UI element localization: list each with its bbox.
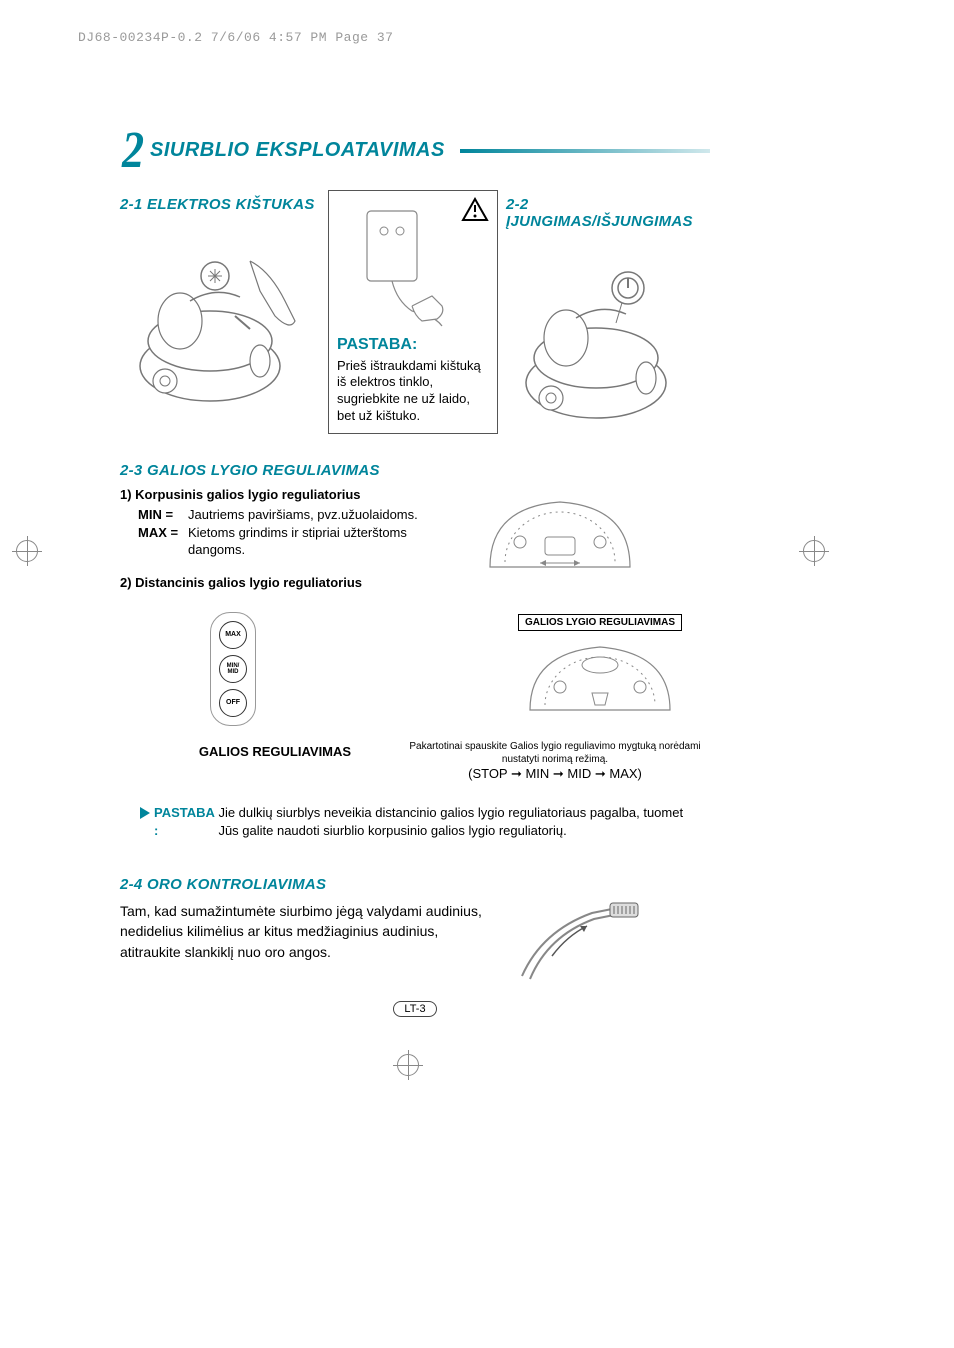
section-2-3-title: 2-3 GALIOS LYGIO REGULIAVIMAS (120, 462, 710, 479)
chapter-title: SIURBLIO EKSPLOATAVIMAS (150, 139, 450, 162)
chapter-number: 2 (122, 130, 144, 172)
remote-mid-button: MIN/ MID (219, 655, 247, 683)
page-footer: LT-3 (120, 999, 710, 1017)
min-label: MIN = (138, 506, 188, 524)
note-label: PASTABA: (337, 336, 489, 354)
wall-outlet-illustration (337, 201, 457, 331)
registration-mark-right (799, 536, 829, 566)
section-2-3-row3: GALIOS REGULIAVIMAS Pakartotinai spauski… (120, 734, 710, 782)
section-2-1-title: 2-1 ELEKTROS KIŠTUKAS (120, 196, 320, 213)
note-column: PASTABA: Prieš ištraukdami kištuką iš el… (328, 196, 498, 435)
section-2-3-row2: MAX MIN/ MID OFF GALIOS LYGIO REGULIAVIM… (120, 612, 710, 730)
note-2-text: Jie dulkių siurblys neveikia distancinio… (218, 804, 690, 840)
page-content: 2 SIURBLIO EKSPLOATAVIMAS 2-1 ELEKTROS K… (120, 130, 710, 1017)
section-2-3: 2-3 GALIOS LYGIO REGULIAVIMAS 1) Korpusi… (120, 462, 710, 840)
power-dial-illustration (470, 487, 650, 587)
section-2-1: 2-1 ELEKTROS KIŠTUKAS (120, 196, 320, 435)
section-2-2-title: 2-2 ĮJUNGIMAS/IŠJUNGIMAS (506, 196, 706, 230)
vacuum-power-illustration (506, 238, 696, 428)
chapter-rule (460, 149, 710, 153)
chapter-heading: 2 SIURBLIO EKSPLOATAVIMAS (120, 130, 710, 172)
row-sections-21-22: 2-1 ELEKTROS KIŠTUKAS (120, 196, 710, 435)
page-number-pill: LT-3 (393, 1001, 436, 1017)
sub-1-heading: 1) Korpusinis galios lygio reguliatorius (120, 487, 450, 502)
note-2-label-text: PASTABA : (154, 805, 214, 838)
remote-and-label: MAX MIN/ MID OFF (120, 612, 460, 726)
warning-icon (461, 197, 489, 223)
power-dial-illustration-2 (510, 635, 690, 725)
air-control-illustration (512, 901, 652, 981)
section-2-4-title: 2-4 ORO KONTROLIAVIMAS (120, 876, 710, 893)
power-control-bold-label: GALIOS REGULIAVIMAS (170, 744, 380, 759)
section-2-2: 2-2 ĮJUNGIMAS/IŠJUNGIMAS (506, 196, 706, 435)
min-definition: MIN = Jautriems paviršiams, pvz.užuolaid… (138, 506, 450, 524)
section-2-3-row1: 1) Korpusinis galios lygio reguliatorius… (120, 487, 710, 594)
registration-mark-left (12, 536, 42, 566)
max-definition: MAX = Kietoms grindims ir stipriai užter… (138, 524, 450, 559)
remote-off-button: OFF (219, 689, 247, 717)
note-2-label: PASTABA : (140, 804, 214, 840)
section-2-4: 2-4 ORO KONTROLIAVIMAS Tam, kad sumažint… (120, 876, 710, 981)
vacuum-plug-illustration (120, 221, 310, 411)
print-header-runner: DJ68-00234P-0.2 7/6/06 4:57 PM Page 37 (78, 30, 393, 45)
section-2-3-text: 1) Korpusinis galios lygio reguliatorius… (120, 487, 450, 594)
max-text: Kietoms grindims ir stipriai užterštoms … (188, 524, 450, 559)
sub-2-heading: 2) Distancinis galios lygio reguliatoriu… (120, 575, 450, 590)
remote-max-button: MAX (219, 621, 247, 649)
triangle-bullet-icon (140, 807, 150, 819)
sequence-instruction: Pakartotinai spauskite Galios lygio regu… (400, 740, 710, 766)
sequence-chain: (STOP ➞ MIN ➞ MID ➞ MAX) (400, 766, 710, 782)
dial-illustration-wrap (470, 487, 690, 594)
note-box: PASTABA: Prieš ištraukdami kištuką iš el… (328, 190, 498, 435)
note-text: Prieš ištraukdami kištuką iš elektros ti… (337, 358, 489, 426)
power-level-box-label: GALIOS LYGIO REGULIAVIMAS (518, 614, 682, 631)
remote-control-illustration: MAX MIN/ MID OFF (210, 612, 256, 726)
section-2-4-row: Tam, kad sumažintumėte siurbimo jėgą val… (120, 901, 710, 981)
dial-control-right: GALIOS LYGIO REGULIAVIMAS (490, 612, 710, 730)
max-label: MAX = (138, 524, 188, 559)
section-2-4-text: Tam, kad sumažintumėte siurbimo jėgą val… (120, 901, 500, 981)
min-text: Jautriems paviršiams, pvz.užuolaidoms. (188, 506, 450, 524)
note-callout-2: PASTABA : Jie dulkių siurblys neveikia d… (120, 804, 710, 840)
registration-mark-bottom (393, 1050, 423, 1080)
